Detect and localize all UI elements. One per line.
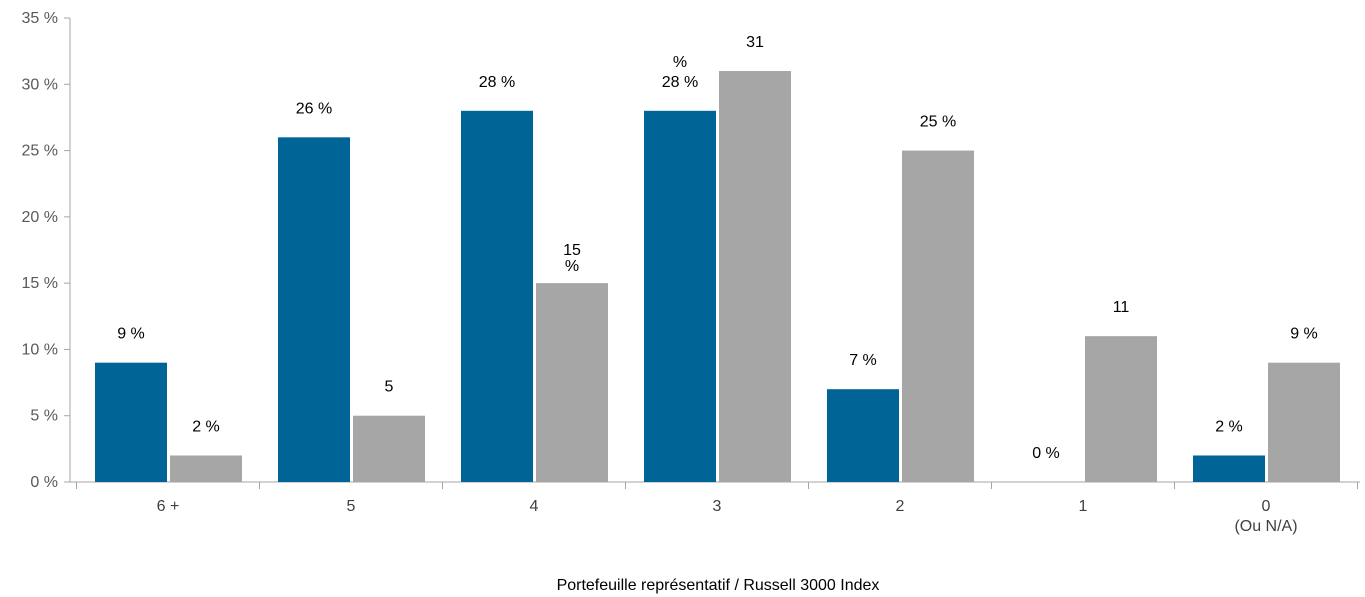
data-label: 28 % [662, 74, 698, 91]
x-category-label: 1 [1079, 498, 1088, 515]
bar-series-1 [461, 110, 533, 483]
data-label: 11 [1113, 299, 1130, 316]
data-labels: 9 % 2 % 26 % 5 28 % 15 % 28 % 31 7 % 25 % 0 % 11 2 % 9… [117, 34, 1318, 462]
x-category-label: 2 [896, 498, 905, 515]
bar-series-1 [95, 362, 167, 482]
bar-series-1 [644, 110, 716, 483]
y-tick-label: 0 % [30, 474, 58, 491]
y-axis: 0 % 5 % 10 % 15 % 20 % 25 % 30 % 35 % [22, 10, 71, 491]
bars [95, 71, 1340, 483]
y-tick-label: 15 % [22, 275, 58, 292]
data-label: 7 % [849, 352, 877, 369]
x-category-label: 6 + [157, 498, 180, 515]
bar-series-2 [170, 455, 242, 482]
data-label: 31 [746, 34, 764, 51]
data-label: 2 % [192, 418, 220, 435]
bar-series-1 [1193, 455, 1265, 482]
bar-series-2 [353, 415, 425, 482]
bar-series-2 [1268, 362, 1340, 482]
data-label: 25 % [920, 114, 956, 131]
x-axis-title: Portefeuille représentatif / Russell 300… [557, 577, 880, 594]
bar-series-2 [536, 283, 608, 482]
data-label: 9 % [117, 326, 145, 343]
data-label: 5 [385, 379, 394, 396]
bar-series-2 [902, 150, 974, 483]
bar-series-2 [1085, 336, 1157, 482]
y-tick-label: 20 % [22, 209, 58, 226]
y-tick-label: 30 % [22, 76, 58, 93]
x-category-label: 5 [347, 498, 356, 515]
data-label: 0 % [1032, 445, 1060, 462]
data-label: % [673, 54, 687, 71]
x-category-label: 0 (Ou N/A) [1234, 498, 1297, 535]
y-tick-label: 10 % [22, 341, 58, 358]
y-tick-label: 35 % [22, 10, 58, 27]
data-label: 26 % [296, 100, 332, 117]
data-label: 15% [563, 242, 581, 275]
x-axis: 6 + 5 4 3 2 1 0 (Ou N/A) [70, 481, 1360, 535]
y-tick-label: 5 % [30, 408, 58, 425]
x-category-label: 4 [530, 498, 539, 515]
x-category-label: 3 [713, 498, 722, 515]
data-label: 2 % [1215, 418, 1243, 435]
data-label: 28 % [479, 74, 515, 91]
bar-series-2 [719, 71, 791, 483]
y-tick-label: 25 % [22, 143, 58, 160]
data-label: 9 % [1290, 326, 1318, 343]
bar-series-1 [278, 137, 350, 483]
bar-series-1 [827, 389, 899, 482]
